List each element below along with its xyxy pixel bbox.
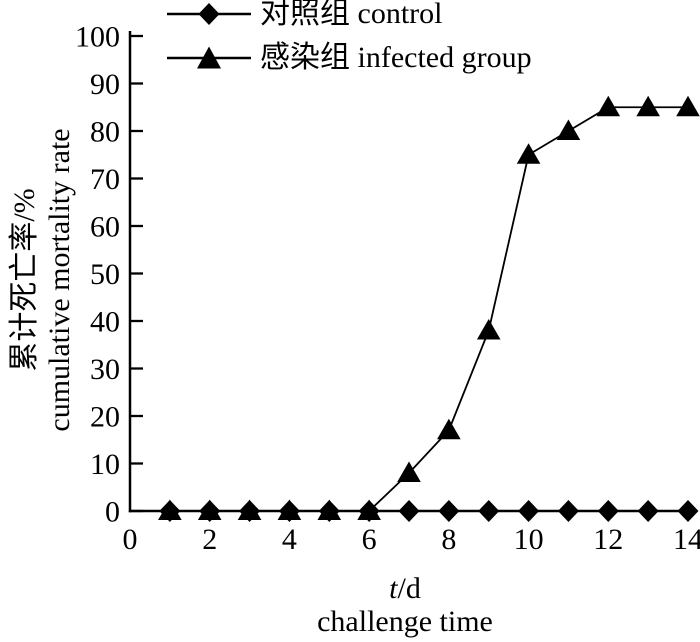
marker-triangle xyxy=(277,499,302,520)
marker-triangle xyxy=(357,499,381,520)
marker-diamond xyxy=(637,500,659,522)
x-tick-label: 4 xyxy=(282,523,297,556)
marker-diamond xyxy=(478,500,500,522)
y-tick-label: 50 xyxy=(90,258,120,291)
marker-triangle xyxy=(197,499,222,520)
series-line-1 xyxy=(169,106,688,512)
legend: 对照组 control 感染组 infected group xyxy=(165,0,532,88)
marker-triangle xyxy=(556,119,581,140)
legend-label-infected: 感染组 infected group xyxy=(260,41,532,74)
marker-diamond xyxy=(438,500,460,522)
marker-triangle xyxy=(437,418,461,440)
triangle-marker-icon xyxy=(167,46,251,69)
x-tick-label: 0 xyxy=(123,523,138,556)
legend-item-control: 对照组 control xyxy=(165,0,532,30)
x-tick-label: 6 xyxy=(362,523,377,556)
y-axis-title-en: cumulative mortality rate xyxy=(43,128,76,432)
x-tick-label: 14 xyxy=(673,523,700,556)
x-tick-label: 8 xyxy=(441,523,456,556)
x-tick-label: 12 xyxy=(593,523,623,556)
x-tick-label: 10 xyxy=(514,523,544,556)
y-tick-label: 70 xyxy=(90,163,120,196)
y-axis-title-cn: 累计死亡率/% xyxy=(8,188,41,372)
marker-triangle xyxy=(158,499,182,520)
marker-diamond xyxy=(557,500,579,522)
y-tick-label: 10 xyxy=(90,448,120,481)
x-tick-label: 2 xyxy=(202,523,217,556)
marker-triangle xyxy=(636,95,660,117)
y-tick-label: 90 xyxy=(90,68,120,101)
y-tick-label: 0 xyxy=(105,496,120,529)
y-tick-label: 60 xyxy=(90,211,120,244)
y-tick-label: 80 xyxy=(90,116,120,149)
x-axis-title-text: challenge time xyxy=(317,605,493,638)
marker-diamond xyxy=(677,500,699,522)
diamond-marker-icon xyxy=(167,3,251,25)
marker-triangle xyxy=(596,95,621,117)
y-tick-label: 40 xyxy=(90,306,120,339)
x-axis-title-symbol: t/d xyxy=(389,572,421,605)
marker-triangle xyxy=(317,499,342,520)
marker-triangle xyxy=(476,319,501,340)
x-axis-title: t/d challenge time xyxy=(55,572,700,638)
marker-diamond xyxy=(597,500,619,522)
y-tick-label: 20 xyxy=(90,401,120,434)
marker-triangle xyxy=(516,143,541,164)
legend-label-control: 对照组 control xyxy=(260,0,443,30)
marker-diamond xyxy=(398,500,420,522)
y-tick-label: 100 xyxy=(75,21,120,54)
y-tick-label: 30 xyxy=(90,353,120,386)
marker-triangle xyxy=(676,95,700,117)
marker-triangle xyxy=(397,461,421,482)
marker-triangle xyxy=(237,499,262,520)
y-axis-title: 累计死亡率/% cumulative mortality rate xyxy=(7,30,77,530)
marker-diamond xyxy=(518,500,540,522)
legend-item-infected: 感染组 infected group xyxy=(165,41,532,74)
